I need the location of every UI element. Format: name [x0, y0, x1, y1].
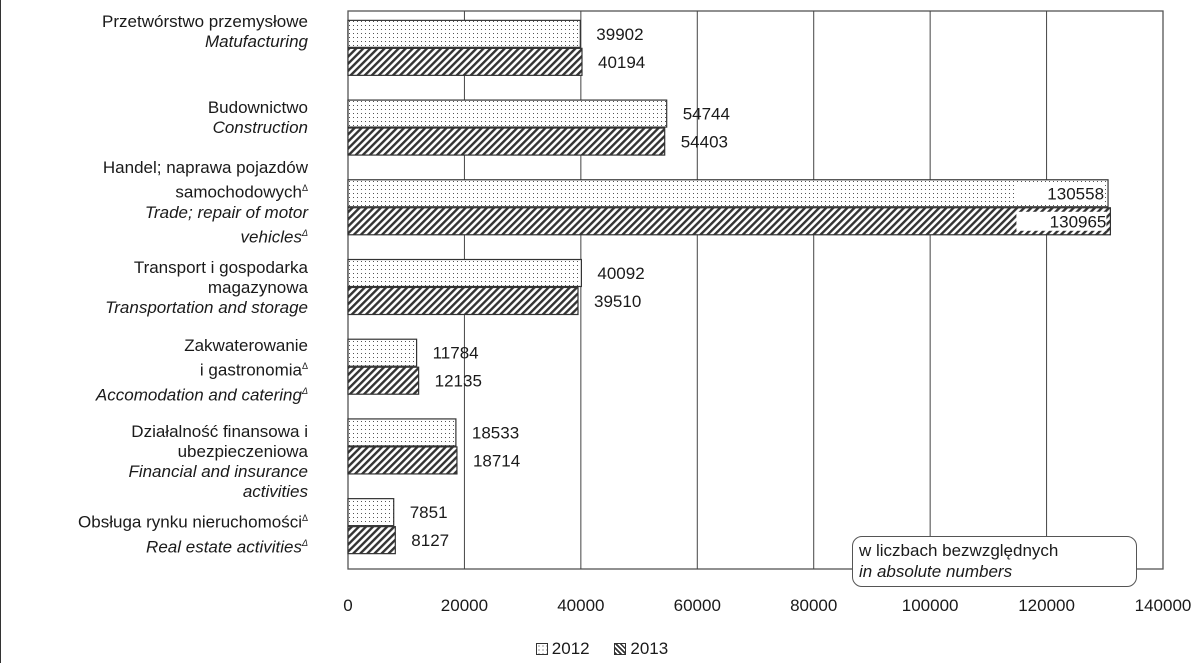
label-pl-2: i gastronomiaΔ [199, 360, 308, 380]
legend-swatch-hatched [614, 643, 627, 655]
value-label-2012: 39902 [596, 25, 643, 44]
label-en: Financial and insurance [128, 462, 308, 481]
legend-item-2013: 2013 [614, 639, 668, 658]
value-label-2013: 8127 [411, 531, 449, 550]
value-label-2012: 130558 [1047, 184, 1104, 203]
x-tick-label: 0 [343, 596, 352, 615]
bar-2013 [347, 526, 396, 555]
category-label-transport: Transport i gospodarka magazynowa Transp… [105, 258, 308, 318]
label-en: Construction [212, 118, 308, 137]
x-tick-label: 60000 [674, 596, 721, 615]
x-tick-label: 20000 [441, 596, 488, 615]
x-tick-label: 140000 [1135, 596, 1192, 615]
delta-mark: Δ [301, 537, 308, 548]
value-label-2012: 11784 [433, 344, 479, 363]
label-pl: Transport i gospodarka [133, 258, 308, 277]
x-tick-label: 120000 [1018, 596, 1075, 615]
legend-label-2012: 2012 [551, 639, 590, 658]
bar-2013 [347, 127, 666, 156]
label-pl-2: samochodowychΔ [175, 182, 308, 202]
value-label-bg [1016, 211, 1107, 231]
label-pl-2: ubezpieczeniowa [177, 442, 308, 461]
value-label-2013: 54403 [681, 133, 728, 152]
value-label-2013: 130965 [1050, 212, 1107, 231]
category-label-finance: Działalność finansowa i ubezpieczeniowa … [128, 422, 308, 502]
bar-2013 [347, 446, 458, 475]
bar-2012 [347, 99, 668, 128]
value-label-2012: 7851 [410, 503, 448, 522]
category-label-manufacturing: Przetwórstwo przemysłowe Matufacturing [102, 12, 308, 52]
label-en-2: vehiclesΔ [240, 227, 308, 247]
category-label-accommodation: Zakwaterowanie i gastronomiaΔ Accomodati… [96, 336, 308, 405]
label-pl: Obsługa rynku nieruchomości [78, 512, 302, 532]
label-en: Accomodation and catering [95, 385, 302, 405]
category-label-trade: Handel; naprawa pojazdów samochodowychΔ … [103, 158, 308, 247]
label-en: Matufacturing [205, 32, 308, 51]
x-tick-label: 80000 [790, 596, 837, 615]
bar-2012 [347, 338, 418, 367]
bar-2013 [347, 286, 579, 316]
bar-2012 [347, 258, 582, 288]
bar-2012 [347, 498, 395, 527]
annotation-line-en: in absolute numbers [859, 562, 1013, 581]
value-label-2012: 18533 [472, 423, 519, 442]
bar-2013 [347, 207, 1112, 236]
label-pl: Zakwaterowanie [184, 336, 308, 355]
legend-swatch-dotted [535, 643, 548, 655]
value-label-2013: 12135 [435, 372, 482, 391]
legend-item-2012: 2012 [535, 639, 595, 658]
label-pl: Działalność finansowa i [131, 422, 308, 441]
bar-2012 [347, 19, 581, 48]
delta-mark: Δ [301, 227, 308, 238]
label-en: Trade; repair of motor [144, 202, 308, 222]
bar-2012 [347, 179, 1109, 208]
value-label-2012: 40092 [597, 264, 644, 283]
label-pl: Budownictwo [207, 98, 308, 117]
value-label-2013: 18714 [473, 451, 520, 470]
label-en: Transportation and storage [105, 298, 308, 317]
category-label-construction: Budownictwo Construction [208, 98, 308, 138]
bar-2013 [347, 366, 420, 395]
legend-label-2013: 2013 [630, 639, 669, 658]
label-pl: Przetwórstwo przemysłowe [102, 12, 308, 31]
label-en: Real estate activities [146, 537, 302, 557]
label-pl: Handel; naprawa pojazdów [102, 158, 308, 177]
delta-mark: Δ [301, 513, 308, 523]
annotation-line-pl: w liczbach bezwzględnych [859, 541, 1059, 560]
delta-mark: Δ [301, 361, 308, 371]
delta-mark: Δ [301, 385, 308, 396]
annotation-box: w liczbach bezwzględnych in absolute num… [852, 536, 1137, 587]
bar-2013 [347, 47, 583, 76]
value-label-bg [1014, 183, 1105, 203]
value-label-2013: 40194 [598, 53, 645, 72]
x-tick-label: 100000 [902, 596, 959, 615]
label-en-2: activities [242, 482, 308, 501]
value-label-2012: 54744 [683, 105, 730, 124]
legend: 2012 2013 [0, 639, 1204, 659]
category-label-real-estate: Obsługa rynku nieruchomościΔ Real estate… [78, 508, 308, 557]
label-pl-2: magazynowa [207, 278, 308, 297]
x-tick-label: 40000 [557, 596, 604, 615]
delta-mark: Δ [301, 183, 308, 193]
bar-2012 [347, 418, 457, 447]
value-label-2013: 39510 [594, 292, 641, 311]
